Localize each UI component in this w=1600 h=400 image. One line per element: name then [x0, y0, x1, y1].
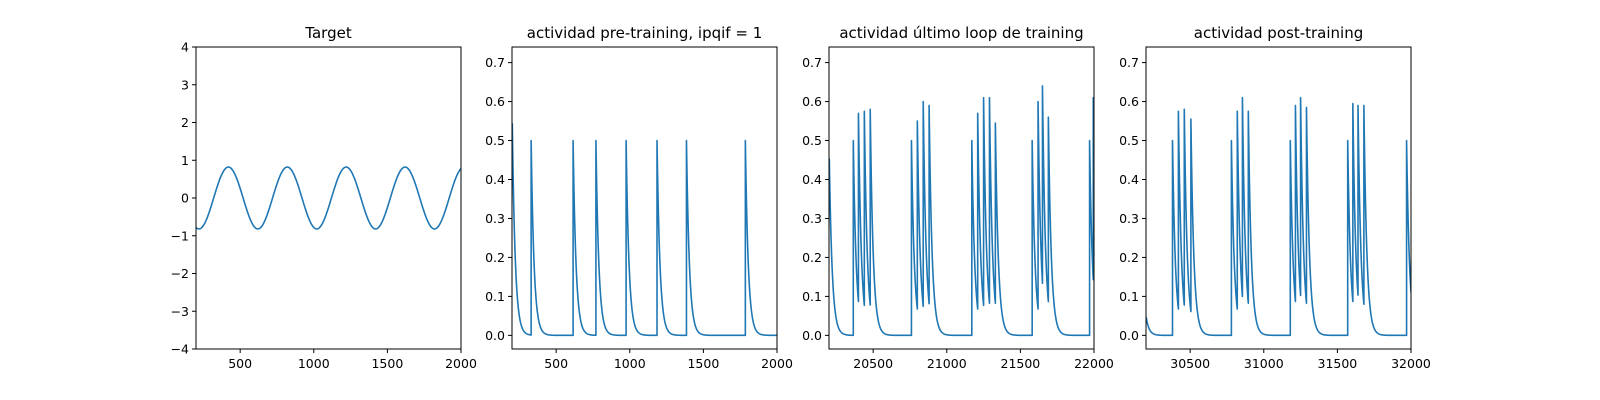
- y-tick-label: 0.7: [802, 55, 822, 70]
- y-tick-label: 4: [181, 40, 189, 55]
- subplot-pre-training: actividad pre-training, ipqif = 1 500 100…: [485, 24, 793, 371]
- axes-frame: [511, 46, 778, 350]
- y-tick-label: 0.4: [485, 172, 505, 187]
- chart-title: actividad pre-training, ipqif = 1: [527, 24, 763, 42]
- x-tick-label: 22000: [1074, 356, 1114, 371]
- x-tick-label: 21500: [1001, 356, 1041, 371]
- y-tick-label: 0.2: [1119, 250, 1139, 265]
- y-tick-label: 0.4: [802, 172, 822, 187]
- x-tick-label: 2000: [761, 356, 793, 371]
- y-tick-label: 0.7: [1119, 55, 1139, 70]
- series-line: [829, 85, 1094, 337]
- y-tick-label: 0.6: [1119, 94, 1139, 109]
- y-tick-label: 0.1: [485, 289, 505, 304]
- series-line: [512, 123, 777, 337]
- x-tick-label: 1500: [687, 356, 719, 371]
- chart-title: actividad último loop de training: [839, 24, 1083, 42]
- y-tick-label: 0.3: [485, 211, 505, 226]
- y-tick-label: 0.5: [485, 133, 505, 148]
- axes-frame: [828, 46, 1095, 350]
- series-line: [1146, 96, 1411, 337]
- x-tick-label: 31000: [1244, 356, 1284, 371]
- y-tick-label: 0.6: [802, 94, 822, 109]
- x-tick-label: 20500: [853, 356, 893, 371]
- y-tick-label: 2: [181, 115, 189, 130]
- x-tick-label: 30500: [1170, 356, 1210, 371]
- subplot-target: Target 500 1000 1500 2000 −4 −3 −2 −1 0 1 2 3 4: [171, 24, 477, 371]
- subplot-last-training-loop: actividad último loop de training 20500 2…: [802, 24, 1114, 371]
- y-tick-label: 0.2: [802, 250, 822, 265]
- x-tick-label: 500: [544, 356, 568, 371]
- y-tick-label: 0.0: [1119, 328, 1139, 343]
- x-tick-label: 2000: [445, 356, 477, 371]
- chart-title: Target: [304, 24, 352, 42]
- y-tick-label: 0.5: [802, 133, 822, 148]
- y-tick-label: 0.2: [485, 250, 505, 265]
- chart-title: actividad post-training: [1194, 24, 1363, 42]
- x-tick-label: 31500: [1318, 356, 1358, 371]
- y-tick-label: 0.5: [1119, 133, 1139, 148]
- x-tick-label: 32000: [1391, 356, 1431, 371]
- y-tick-label: 0.7: [485, 55, 505, 70]
- y-tick-label: 3: [181, 77, 189, 92]
- y-tick-label: −1: [171, 228, 189, 243]
- y-tick-label: 0.0: [485, 328, 505, 343]
- y-tick-label: 0: [181, 191, 189, 206]
- x-tick-label: 21000: [927, 356, 967, 371]
- subplot-post-training: actividad post-training 30500 31000 31500 3…: [1119, 24, 1431, 371]
- y-tick-label: 1: [181, 153, 189, 168]
- y-tick-label: −3: [171, 304, 189, 319]
- y-tick-label: 0.0: [802, 328, 822, 343]
- series-line: [196, 166, 461, 230]
- x-tick-label: 1000: [614, 356, 646, 371]
- y-tick-label: 0.4: [1119, 172, 1139, 187]
- y-tick-label: −4: [171, 342, 189, 357]
- axes-frame: [195, 46, 462, 350]
- y-tick-label: −2: [171, 266, 189, 281]
- y-tick-label: 0.1: [1119, 289, 1139, 304]
- axes-frame: [1145, 46, 1412, 350]
- y-tick-label: 0.1: [802, 289, 822, 304]
- x-tick-label: 500: [228, 356, 252, 371]
- x-tick-label: 1500: [371, 356, 403, 371]
- y-tick-label: 0.3: [802, 211, 822, 226]
- y-tick-label: 0.6: [485, 94, 505, 109]
- x-tick-label: 1000: [298, 356, 330, 371]
- y-tick-label: 0.3: [1119, 211, 1139, 226]
